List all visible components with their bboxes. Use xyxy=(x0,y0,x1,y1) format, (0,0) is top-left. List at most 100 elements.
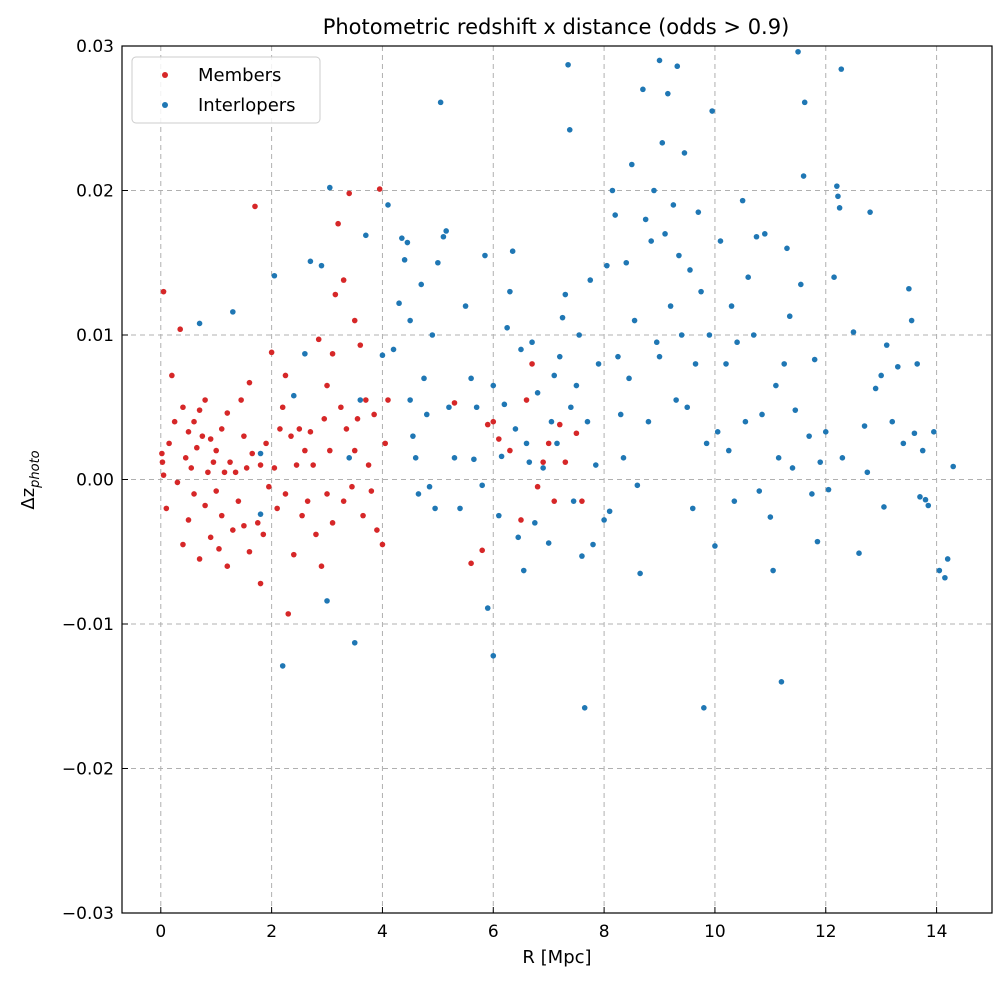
data-point-interlopers xyxy=(257,450,264,457)
grid-lines xyxy=(122,45,992,914)
data-point-interlopers xyxy=(662,231,668,237)
data-point-interlopers xyxy=(670,202,677,208)
data-point-interlopers xyxy=(440,233,447,240)
data-point-members xyxy=(490,418,497,425)
data-point-interlopers xyxy=(709,108,715,114)
data-point-interlopers xyxy=(612,212,618,218)
data-point-interlopers xyxy=(446,404,452,411)
data-point-interlopers xyxy=(703,440,710,447)
data-point-members xyxy=(163,505,170,512)
data-point-interlopers xyxy=(379,352,386,359)
data-point-members xyxy=(191,491,197,497)
data-point-members xyxy=(363,397,369,403)
data-point-interlopers xyxy=(418,281,425,288)
data-point-interlopers xyxy=(881,504,887,510)
data-point-members xyxy=(540,459,546,465)
data-point-interlopers xyxy=(706,332,713,338)
data-point-interlopers xyxy=(407,317,413,324)
data-point-interlopers xyxy=(725,447,732,454)
data-point-interlopers xyxy=(230,309,236,315)
data-point-members xyxy=(257,462,264,468)
data-point-interlopers xyxy=(673,397,679,403)
data-point-members xyxy=(196,556,203,562)
data-point-members xyxy=(260,531,267,538)
data-point-members xyxy=(551,498,558,504)
data-point-members xyxy=(177,326,183,333)
data-point-members xyxy=(385,397,391,403)
data-point-interlopers xyxy=(592,462,599,468)
x-tick-label: 12 xyxy=(815,922,837,942)
data-point-interlopers xyxy=(302,350,308,357)
data-point-members xyxy=(360,512,366,519)
data-point-members xyxy=(227,459,233,465)
data-point-interlopers xyxy=(800,173,807,179)
data-point-interlopers xyxy=(822,429,829,435)
data-point-interlopers xyxy=(562,291,569,298)
data-point-interlopers xyxy=(831,274,837,281)
data-point-members xyxy=(296,426,303,432)
data-point-interlopers xyxy=(468,375,474,382)
data-point-interlopers xyxy=(490,382,497,389)
data-point-members xyxy=(573,430,580,437)
legend: Members Interlopers xyxy=(131,56,321,124)
data-point-members xyxy=(338,404,344,411)
data-point-interlopers xyxy=(944,556,951,562)
x-axis-label: R [Mpc] xyxy=(522,947,591,968)
data-point-interlopers xyxy=(559,314,566,321)
data-point-members xyxy=(185,517,192,523)
data-point-interlopers xyxy=(520,567,527,574)
data-point-interlopers xyxy=(634,482,641,489)
data-point-interlopers xyxy=(548,418,555,425)
data-point-members xyxy=(579,498,585,504)
data-point-members xyxy=(199,433,206,439)
data-point-interlopers xyxy=(834,183,840,189)
x-tick-label: 8 xyxy=(599,922,610,942)
data-point-interlopers xyxy=(390,346,397,353)
data-point-interlopers xyxy=(717,238,724,244)
data-point-members xyxy=(479,547,485,554)
data-point-interlopers xyxy=(864,469,871,476)
data-point-interlopers xyxy=(742,418,749,425)
data-point-interlopers xyxy=(894,363,901,370)
data-point-interlopers xyxy=(587,277,594,283)
data-point-members xyxy=(282,372,289,379)
data-point-members xyxy=(357,342,364,348)
data-point-interlopers xyxy=(565,61,571,68)
data-point-interlopers xyxy=(651,187,657,194)
data-point-interlopers xyxy=(606,508,613,515)
data-point-members xyxy=(324,382,330,389)
data-point-interlopers xyxy=(396,300,402,307)
data-point-interlopers xyxy=(504,324,510,331)
data-point-interlopers xyxy=(327,184,333,191)
data-point-interlopers xyxy=(889,418,896,425)
data-point-interlopers xyxy=(665,90,671,97)
data-point-interlopers xyxy=(579,553,585,559)
data-point-interlopers xyxy=(620,455,627,461)
data-point-interlopers xyxy=(825,486,832,493)
data-point-members xyxy=(451,400,458,406)
data-point-interlopers xyxy=(412,455,419,461)
data-point-members xyxy=(224,563,231,569)
data-point-interlopers xyxy=(770,567,776,574)
data-point-members xyxy=(332,291,339,298)
data-point-members xyxy=(349,483,355,490)
data-point-interlopers xyxy=(410,433,416,439)
data-point-interlopers xyxy=(728,303,735,309)
data-point-members xyxy=(196,407,203,413)
data-point-members xyxy=(216,546,222,552)
data-point-members xyxy=(351,317,358,324)
y-tick-label: 0.01 xyxy=(76,326,114,346)
data-point-interlopers xyxy=(501,401,508,408)
data-point-members xyxy=(235,498,242,504)
data-point-members xyxy=(282,491,289,497)
data-point-interlopers xyxy=(861,423,868,429)
data-point-members xyxy=(529,361,535,367)
data-point-interlopers xyxy=(496,512,502,519)
data-point-members xyxy=(213,488,220,494)
x-tick-label: 4 xyxy=(377,922,388,942)
data-point-interlopers xyxy=(759,411,765,418)
data-point-members xyxy=(205,469,211,476)
data-point-interlopers xyxy=(789,465,796,471)
y-tick-label: 0.00 xyxy=(76,471,114,491)
data-point-members xyxy=(279,404,286,411)
